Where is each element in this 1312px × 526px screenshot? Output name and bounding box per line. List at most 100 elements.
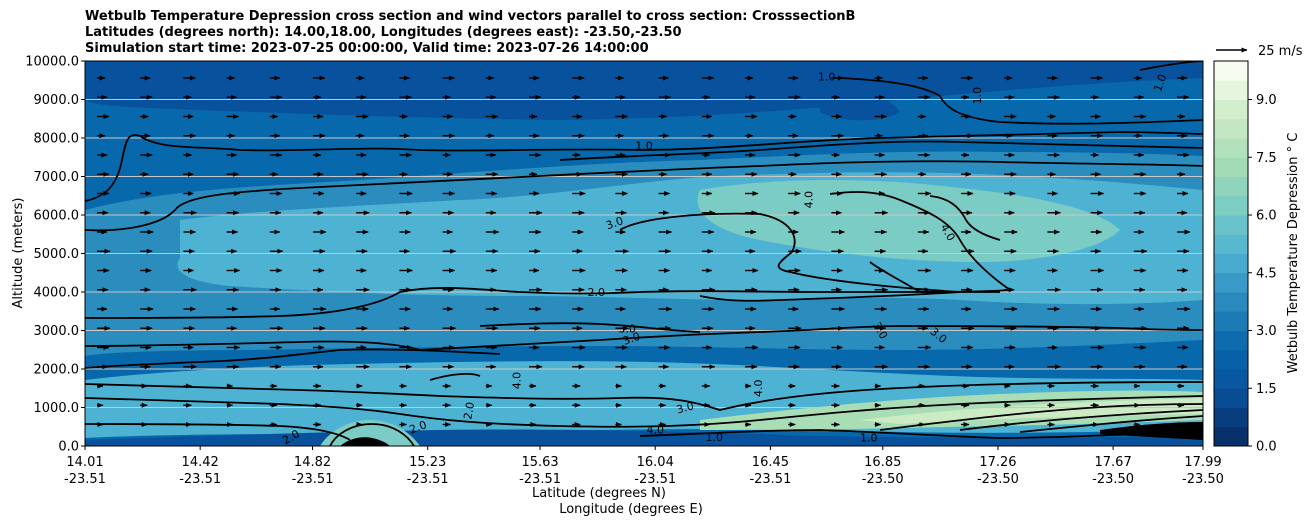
band-terrain-bump [320,420,420,446]
band-surface-pale [860,398,1203,424]
colorbar-frame [1213,60,1249,447]
band-light-pocket [697,180,1120,262]
contour-label: 4.0 [646,424,664,437]
contour-3-pocket [619,212,961,302]
x-tick-label-lon: -23.51 [749,472,791,487]
colorbar-swatch [1214,407,1248,428]
contour-3-surface [85,395,1203,428]
colorbar-swatch [1214,61,1248,81]
chart-title-line-2: Latitudes (degrees north): 14.00,18.00, … [85,25,682,40]
contour-left-small [429,373,481,381]
colorbar-label: Wetbulb Temperature Depression ° C [1286,133,1301,374]
x-tick-label-lat: 17.67 [1095,455,1132,470]
x-axis-label-latitude: Latitude (degrees N) [532,486,666,501]
x-tick-label-lat: 14.82 [294,455,331,470]
contour-1-upper [85,131,1203,202]
contour-surface-bundle-2 [959,409,1203,431]
x-tick-label-lon: -23.50 [977,472,1019,487]
x-axis: 14.01 -23.51 14.42 -23.51 14.82 -23.51 15.23 -2… [64,446,1224,487]
colorbar-swatch [1214,176,1248,197]
colorbar-tick-label: 0.0 [1256,440,1277,455]
y-tick-label: 1000.0 [34,401,80,416]
contour-2-surface [85,423,351,441]
x-axis-label-longitude: Longitude (degrees E) [559,502,703,517]
colorbar-swatch [1214,118,1248,139]
chart-title-line-3: Simulation start time: 2023-07-25 00:00:… [85,41,649,56]
wind-vectors [97,75,1191,427]
contour-1-top [839,77,1203,125]
y-axis-label: Altitude (meters) [11,198,26,309]
y-tick-label: 4000.0 [34,286,80,301]
contour-label: 3.0 [675,399,695,416]
contour-label: 2.0 [587,286,605,299]
colorbar-swatch [1214,388,1248,408]
colorbar: 0.0 1.5 3.0 4.5 6.0 7.5 9.0 [1214,61,1277,455]
contour-label: 4.0 [803,191,816,209]
y-tick-label: 8000.0 [34,132,80,147]
colorbar-tick-label: 1.5 [1256,382,1277,397]
y-tick-label: 7000.0 [34,170,80,185]
x-tick-label-lon: -23.51 [292,472,334,487]
x-tick-label-lon: -23.50 [1092,472,1134,487]
x-tick-label-lon: -23.51 [64,472,106,487]
y-tick-label: 0.0 [58,440,79,455]
y-tick-label: 2000.0 [34,363,80,378]
contour-label: 2.0 [461,401,477,420]
y-axis: 0.0 1000.0 2000.0 3000.0 4000.0 5000.0 6000.0 7… [25,55,85,455]
x-tick-label-lon: -23.50 [1182,472,1224,487]
colorbar-swatch [1214,311,1248,331]
colorbar-tick-label: 3.0 [1256,324,1277,339]
plot-area: 1.01.01.01.04.04.03.02.03.03.0 3.0 3.04.0 4… [85,61,1203,447]
contour-label: 1.0 [971,87,984,105]
colorbar-swatch [1214,330,1248,351]
contour-label: 2.0 [280,427,302,447]
band-surface-green [700,390,1203,430]
quiver-key-label: 25 m/s [1258,44,1303,59]
y-tick-label: 6000.0 [34,209,80,224]
x-tick-label-lat: 16.85 [864,455,901,470]
colorbar-swatch [1214,426,1248,447]
y-tick-label: 5000.0 [34,247,80,262]
contour-label: 1.0 [705,431,723,444]
x-tick-label-lat: 16.04 [637,455,674,470]
contour-bump-ring [329,423,415,446]
x-tick-label-lat: 15.23 [409,455,446,470]
x-tick-label-lon: -23.51 [519,472,561,487]
contour-label: 1.0 [818,70,836,83]
terrain-black [340,437,390,446]
colorbar-tick-label: 9.0 [1256,93,1277,108]
contour-label: 1.0 [635,140,653,153]
colorbar-swatch [1214,369,1248,389]
x-tick-label-lon: -23.51 [634,472,676,487]
colorbar-swatch [1214,99,1248,120]
colorbar-swatch [1214,157,1248,177]
quiver-key: 25 m/s [1216,44,1303,59]
contour-lines [85,61,1203,446]
colorbar-swatch [1214,138,1248,158]
colorbar-swatch [1214,215,1248,235]
contour-label: 3.0 [618,322,636,335]
contour-label: 3.0 [604,214,625,232]
colorbar-tick-label: 7.5 [1256,151,1277,166]
x-tick-label-lat: 14.42 [182,455,219,470]
x-tick-label-lon: -23.51 [407,472,449,487]
y-tick-label: 10000.0 [25,55,79,70]
contour-1-surface [639,429,1203,439]
contour-labels: 1.01.01.01.04.04.03.02.03.03.0 3.0 3.04.0 4… [280,70,1169,447]
contour-2-middle [85,287,1000,319]
x-tick-label-lon: -23.50 [862,472,904,487]
chart-title-line-1: Wetbulb Temperature Depression cross sec… [85,9,855,24]
contour-2-upper [85,160,1203,232]
y-tick-label: 3000.0 [34,324,80,339]
contour-label: 2.0 [408,418,429,436]
contour-3-lower [85,325,1203,351]
colorbar-swatch [1214,195,1248,216]
colorbar-swatch [1214,234,1248,254]
colorbar-swatch [1214,292,1248,312]
colorbar-swatch [1214,80,1248,100]
x-tick-label-lat: 16.45 [752,455,789,470]
x-tick-label-lat: 17.26 [979,455,1016,470]
colorbar-swatch [1214,272,1248,293]
x-tick-label-lat: 15.63 [521,455,558,470]
